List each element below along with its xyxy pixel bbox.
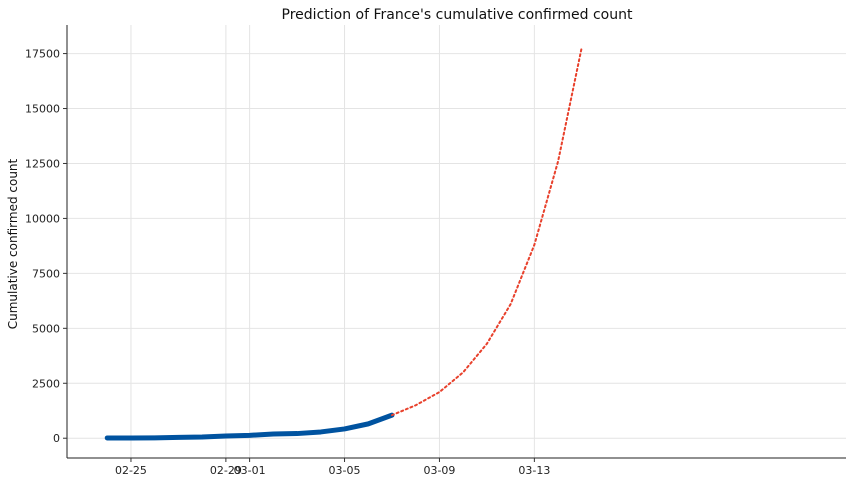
y-tick-label: 15000 bbox=[25, 103, 60, 116]
y-tick-label: 12500 bbox=[25, 157, 60, 170]
x-tick-label: 03-05 bbox=[329, 464, 361, 477]
actual-series-line bbox=[104, 412, 395, 441]
chart-title: Prediction of France's cumulative confir… bbox=[282, 7, 633, 23]
x-tick-label: 03-01 bbox=[234, 464, 266, 477]
x-tick-label: 03-09 bbox=[423, 464, 455, 477]
y-axis-label: Cumulative confirmed count bbox=[6, 158, 20, 329]
y-tick-label: 0 bbox=[53, 432, 60, 445]
y-tick-label: 2500 bbox=[32, 377, 60, 390]
predicted-series-line bbox=[390, 45, 583, 417]
x-tick-label: 02-29 bbox=[210, 464, 242, 477]
y-tick-label: 7500 bbox=[32, 267, 60, 280]
x-tick-label: 02-25 bbox=[115, 464, 147, 477]
y-tick-label: 5000 bbox=[32, 322, 60, 335]
x-tick-label: 03-13 bbox=[518, 464, 550, 477]
axes bbox=[66, 25, 846, 459]
gridlines bbox=[67, 25, 846, 458]
y-tick-label: 17500 bbox=[25, 48, 60, 61]
y-axis-ticks: 0 2500 5000 7500 10000 12500 15000 17500 bbox=[25, 48, 67, 445]
y-tick-label: 10000 bbox=[25, 212, 60, 225]
series-layer bbox=[104, 45, 583, 441]
